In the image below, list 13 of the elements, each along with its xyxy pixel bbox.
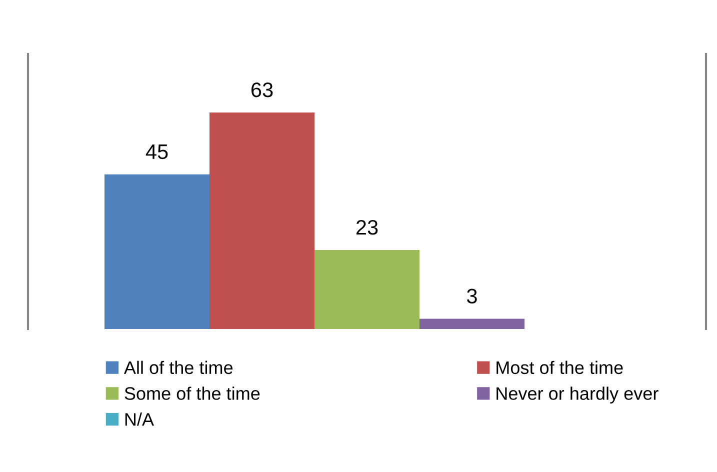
legend-label: Most of the time (496, 360, 623, 374)
bar (104, 174, 210, 329)
bar (314, 250, 420, 329)
bar (210, 112, 314, 329)
legend-label: Some of the time (124, 386, 260, 400)
legend-label: N/A (125, 412, 154, 426)
data-label: 45 (146, 144, 168, 160)
legend-label: All of the time (124, 360, 233, 374)
data-label: 63 (251, 82, 273, 98)
bar (420, 318, 524, 329)
data-label: 23 (356, 220, 378, 235)
legend-label: Never or hardly ever (496, 386, 658, 404)
data-label: 3 (467, 288, 477, 304)
